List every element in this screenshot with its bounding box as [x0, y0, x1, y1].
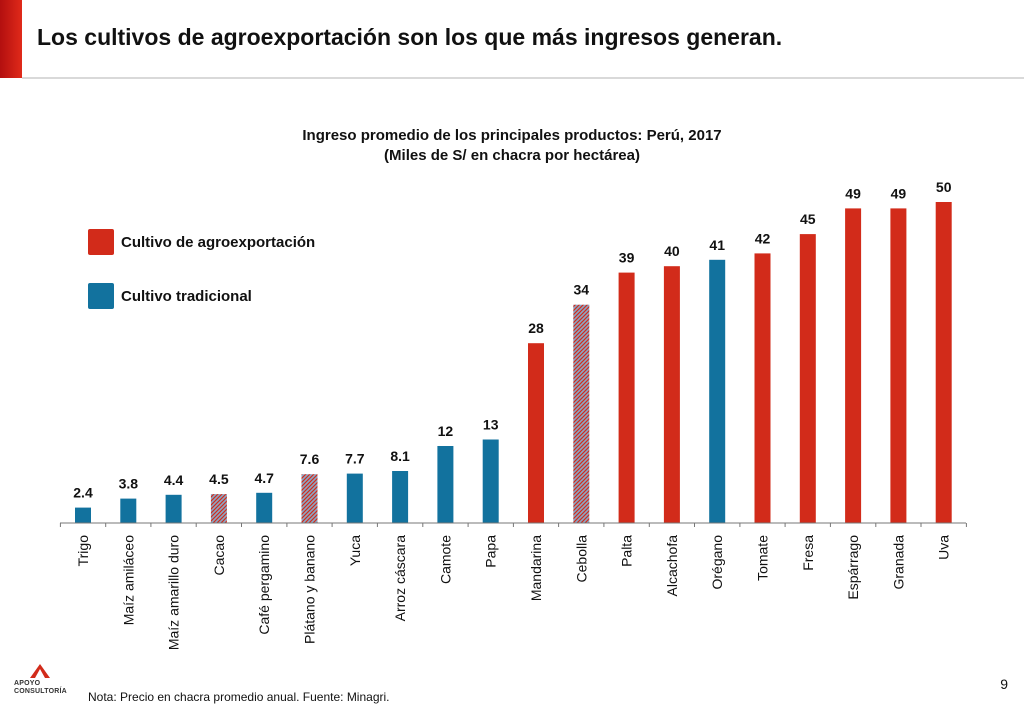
- data-label-palta: 39: [619, 250, 635, 266]
- tick-label-cebolla: Cebolla: [573, 535, 589, 583]
- bar-maiz-amarillo-duro: [165, 494, 182, 523]
- bar-cacao: [210, 494, 227, 523]
- bar-cafe-pergamino: [256, 492, 273, 523]
- footnote: Nota: Precio en chacra promedio anual. F…: [88, 690, 390, 704]
- data-label-mandarina: 28: [528, 320, 544, 336]
- bar-platano-y-banano: [301, 474, 318, 523]
- chart-subtitle: (Miles de S/ en chacra por hectárea): [384, 147, 640, 164]
- data-label-uva: 50: [936, 179, 952, 195]
- data-label-maiz-amarillo-duro: 4.4: [164, 472, 184, 488]
- bar-camote: [437, 446, 454, 523]
- tick-label-cafe-pergamino: Café pergamino: [256, 535, 272, 635]
- tick-label-fresa: Fresa: [800, 535, 816, 571]
- chart-title: Ingreso promedio de los principales prod…: [302, 127, 721, 144]
- data-label-fresa: 45: [800, 211, 816, 227]
- data-label-alcachofa: 40: [664, 243, 680, 259]
- tick-label-yuca: Yuca: [347, 535, 363, 566]
- logo-text-line1: APOYO: [14, 680, 41, 687]
- legend-swatch-agroexport: [88, 229, 114, 255]
- page-number: 9: [1000, 676, 1008, 692]
- bar-papa: [482, 439, 499, 523]
- tick-label-esparrago: Espárrago: [845, 535, 861, 600]
- logo-mark-icon: [30, 664, 50, 678]
- bar-yuca: [346, 473, 363, 523]
- tick-label-palta: Palta: [619, 535, 635, 567]
- tick-label-arroz-cascara: Arroz cáscara: [392, 535, 408, 622]
- data-label-platano-y-banano: 7.6: [300, 451, 320, 467]
- bars-layer: 2.4 3.8 4.4 4.5 4.7 7.6 7.7 8.1 12 13 28 34 39 40 41 42…: [73, 179, 952, 523]
- data-label-esparrago: 49: [845, 185, 861, 201]
- data-label-tomate: 42: [755, 230, 771, 246]
- legend-label-traditional: Cultivo tradicional: [121, 288, 252, 305]
- bar-oregano: [709, 259, 726, 523]
- bar-fresa: [799, 234, 816, 523]
- legend-swatch-traditional: [88, 283, 114, 309]
- chart-legend: Cultivo de agroexportación Cultivo tradi…: [88, 229, 315, 309]
- title-accent-bar: [0, 0, 22, 78]
- data-label-maiz-amilaceo: 3.8: [119, 476, 139, 492]
- bar-arroz-cascara: [392, 471, 409, 523]
- bar-alcachofa: [663, 266, 680, 523]
- tick-label-granada: Granada: [890, 535, 906, 590]
- bar-maiz-amilaceo: [120, 498, 137, 523]
- tick-label-trigo: Trigo: [75, 535, 91, 567]
- tick-label-camote: Camote: [437, 535, 453, 584]
- tick-label-alcachofa: Alcachofa: [664, 535, 680, 597]
- tick-label-maiz-amarillo-duro: Maíz amarillo duro: [166, 535, 182, 650]
- bar-granada: [890, 208, 907, 523]
- tick-label-cacao: Cacao: [211, 535, 227, 576]
- logo-text-line2: CONSULTORÍA: [14, 688, 67, 695]
- title-divider: [22, 77, 1024, 79]
- bar-uva: [935, 202, 952, 523]
- data-label-papa: 13: [483, 417, 499, 433]
- data-label-arroz-cascara: 8.1: [390, 448, 410, 464]
- data-label-yuca: 7.7: [345, 451, 365, 467]
- tick-layer: Trigo Maíz amiláceo Maíz amarillo duro Caca…: [59, 523, 967, 650]
- slide-title: Los cultivos de agroexportación son los …: [37, 24, 783, 50]
- apoyo-logo: APOYO CONSULTORÍA: [14, 664, 67, 700]
- bar-cebolla: [573, 304, 590, 523]
- bar-tomate: [754, 253, 771, 523]
- tick-label-maiz-amilaceo: Maíz amiláceo: [120, 535, 136, 625]
- tick-label-oregano: Orégano: [709, 535, 725, 590]
- tick-label-uva: Uva: [936, 535, 952, 560]
- data-label-cebolla: 34: [574, 282, 590, 298]
- data-label-oregano: 41: [709, 237, 725, 253]
- data-label-granada: 49: [891, 185, 907, 201]
- tick-label-tomate: Tomate: [755, 535, 771, 581]
- bar-trigo: [75, 507, 91, 523]
- tick-label-mandarina: Mandarina: [528, 535, 544, 601]
- bar-esparrago: [845, 208, 862, 523]
- bar-palta: [618, 272, 635, 523]
- tick-label-platano-y-banano: Plátano y banano: [302, 535, 318, 644]
- bar-mandarina: [528, 343, 544, 523]
- legend-label-agroexport: Cultivo de agroexportación: [121, 234, 315, 251]
- data-label-camote: 12: [438, 423, 454, 439]
- data-label-trigo: 2.4: [73, 485, 93, 501]
- data-label-cafe-pergamino: 4.7: [254, 470, 274, 486]
- tick-label-papa: Papa: [483, 535, 499, 568]
- data-label-cacao: 4.5: [209, 471, 229, 487]
